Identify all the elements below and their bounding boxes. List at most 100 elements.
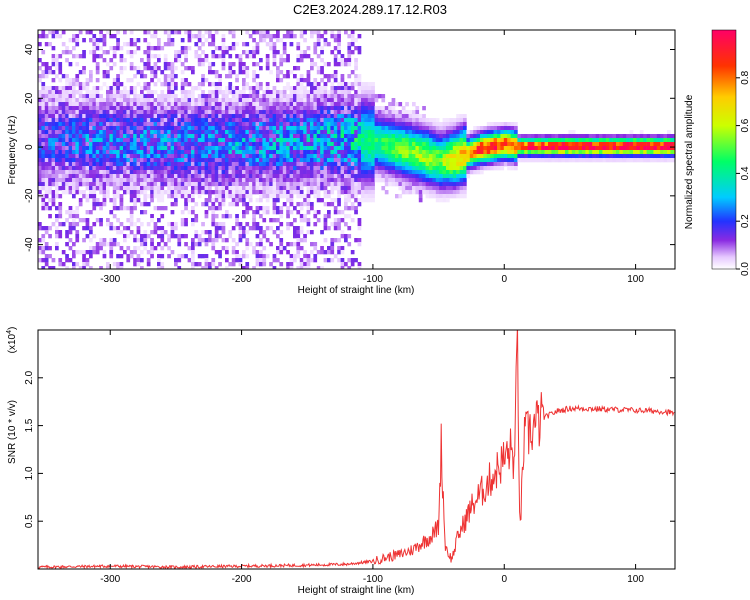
spectrogram-cell	[391, 114, 396, 119]
spectrogram-cell	[231, 246, 236, 251]
spectrogram-cell	[357, 262, 362, 267]
spectrogram-cell	[323, 86, 328, 91]
spectrogram-cell	[248, 242, 253, 247]
spectrogram-cell	[398, 170, 403, 175]
spectrogram-cell	[259, 178, 263, 183]
spectrogram-cell	[374, 118, 379, 123]
spectrogram-cell	[184, 58, 188, 63]
spectrogram-cell	[133, 74, 137, 79]
spectrogram-cell	[480, 162, 484, 167]
spectrogram-cell	[279, 162, 284, 167]
spectrogram-cell	[320, 130, 324, 135]
spectrogram-cell	[89, 134, 93, 139]
spectrogram-cell	[415, 182, 420, 187]
spectrogram-cell	[92, 98, 97, 103]
spectrogram-cell	[78, 266, 83, 269]
spectrogram-cell	[116, 154, 120, 159]
spectrogram-cell	[92, 134, 97, 139]
spectrogram-cell	[201, 42, 205, 47]
spectrogram-cell	[157, 170, 161, 175]
spectrogram-cell	[160, 226, 165, 231]
spectrogram-cell	[78, 86, 83, 91]
spectrogram-cell	[412, 126, 416, 131]
spectrogram-cell	[187, 198, 192, 203]
spectrogram-cell	[150, 70, 154, 75]
spectrogram-cell	[187, 38, 192, 43]
spectrogram-cell	[68, 170, 73, 175]
spectrogram-cell	[415, 106, 420, 111]
spectrogram-cell	[293, 118, 297, 123]
spectrogram-cell	[242, 122, 246, 127]
spectrogram-cell	[242, 214, 246, 219]
spectrogram-cell	[255, 62, 260, 67]
spectrogram-cell	[48, 110, 52, 115]
spectrogram-cell	[126, 170, 131, 175]
spectrogram-cell	[316, 174, 321, 179]
spectrogram-cell	[378, 174, 382, 179]
spectrogram-cell	[116, 190, 120, 195]
spectrogram-cell	[259, 182, 263, 187]
spectrogram-cell	[218, 54, 222, 59]
spectrogram-cell	[412, 134, 416, 139]
spectrogram-cell	[102, 106, 107, 111]
spectrogram-cell	[228, 46, 233, 51]
spectrogram-cell	[333, 254, 338, 259]
spectrogram-cell	[133, 166, 137, 171]
spectrogram-cell	[272, 170, 277, 175]
spectrogram-cell	[279, 166, 284, 171]
spectrogram-cell	[48, 170, 52, 175]
spectrogram-cell	[163, 114, 168, 119]
spectrogram-cell	[327, 74, 331, 79]
spectrogram-cell	[463, 182, 467, 187]
spectrogram-cell	[119, 138, 124, 143]
spectrogram-cell	[609, 150, 613, 155]
spectrogram-cell	[231, 42, 236, 47]
spectrogram-cell	[242, 194, 246, 199]
spectrogram-cell	[272, 42, 277, 47]
spectrogram-cell	[143, 162, 148, 167]
spectrogram-cell	[153, 130, 158, 135]
spectrogram-cell	[92, 206, 97, 211]
spectrogram-cell	[357, 78, 362, 83]
spectrogram-cell	[313, 30, 318, 35]
spectrogram-cell	[415, 130, 420, 135]
spectrogram-cell	[211, 262, 216, 267]
spectrogram-cell	[38, 110, 42, 115]
spectrogram-cell	[391, 138, 396, 143]
spectrogram-cell	[357, 190, 362, 195]
spectrogram-cell	[119, 114, 124, 119]
spectrogram-cell	[157, 226, 161, 231]
spectrogram-cell	[265, 178, 270, 183]
spectrogram-cell	[357, 170, 362, 175]
spectrogram-cell	[269, 46, 273, 51]
spectrogram-cell	[242, 50, 246, 55]
spectrogram-cell	[313, 254, 318, 259]
spectrogram-cell	[208, 138, 212, 143]
spectrogram-cell	[126, 246, 131, 251]
spectrogram-cell	[265, 210, 270, 215]
spectrogram-cell	[150, 94, 154, 99]
spectrogram-cell	[286, 222, 290, 227]
spectrogram-cell	[38, 238, 42, 243]
spectrogram-cell	[364, 90, 369, 95]
spectrogram-cell	[197, 82, 202, 87]
spectrogram-cell	[272, 266, 277, 269]
spectrogram-cell	[310, 174, 314, 179]
spectrogram-cell	[418, 190, 423, 195]
spectrogram-cell	[340, 110, 345, 115]
spectrogram-cell	[357, 182, 362, 187]
spectrogram-cell	[163, 190, 168, 195]
spectrogram-cell	[313, 110, 318, 115]
spectrogram-cell	[214, 182, 219, 187]
spectrogram-cell	[55, 242, 59, 247]
spectrogram-cell	[439, 186, 443, 191]
spectrogram-cell	[517, 158, 522, 163]
spectrogram-cell	[238, 62, 243, 67]
spectrogram-cell	[235, 154, 239, 159]
spectrogram-cell	[446, 126, 450, 131]
spectrogram-cell	[320, 50, 324, 55]
spectrogram-cell	[289, 158, 294, 163]
spectrogram-cell	[167, 146, 171, 151]
spectrogram-cell	[218, 138, 222, 143]
spectrogram-cell	[140, 98, 144, 103]
